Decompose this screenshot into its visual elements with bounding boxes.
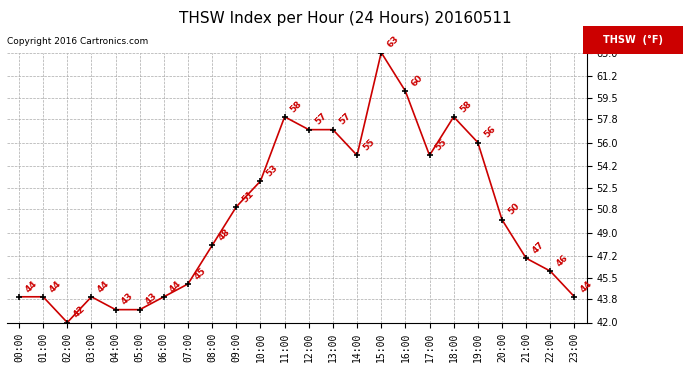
Text: 50: 50 bbox=[506, 202, 521, 217]
Text: 63: 63 bbox=[386, 34, 401, 50]
Text: 42: 42 bbox=[72, 304, 87, 320]
Text: 45: 45 bbox=[193, 266, 208, 281]
Text: 43: 43 bbox=[120, 292, 135, 307]
Text: 53: 53 bbox=[265, 163, 280, 178]
Text: 56: 56 bbox=[482, 124, 497, 140]
Text: 57: 57 bbox=[313, 112, 328, 127]
Text: Copyright 2016 Cartronics.com: Copyright 2016 Cartronics.com bbox=[7, 38, 148, 46]
Text: 44: 44 bbox=[579, 279, 594, 294]
Text: 58: 58 bbox=[289, 99, 304, 114]
Text: THSW  (°F): THSW (°F) bbox=[603, 35, 663, 45]
Text: 44: 44 bbox=[23, 279, 39, 294]
Text: 51: 51 bbox=[241, 189, 256, 204]
Text: 43: 43 bbox=[144, 292, 159, 307]
Text: 58: 58 bbox=[458, 99, 473, 114]
Text: 48: 48 bbox=[217, 227, 232, 243]
Text: 44: 44 bbox=[96, 279, 111, 294]
Text: 44: 44 bbox=[48, 279, 63, 294]
Text: 44: 44 bbox=[168, 279, 184, 294]
Text: 57: 57 bbox=[337, 112, 353, 127]
Text: 55: 55 bbox=[434, 137, 449, 153]
Text: 55: 55 bbox=[362, 137, 377, 153]
Text: 46: 46 bbox=[555, 253, 570, 268]
Text: THSW Index per Hour (24 Hours) 20160511: THSW Index per Hour (24 Hours) 20160511 bbox=[179, 11, 511, 26]
Text: 60: 60 bbox=[410, 73, 424, 88]
Text: 47: 47 bbox=[531, 240, 546, 255]
